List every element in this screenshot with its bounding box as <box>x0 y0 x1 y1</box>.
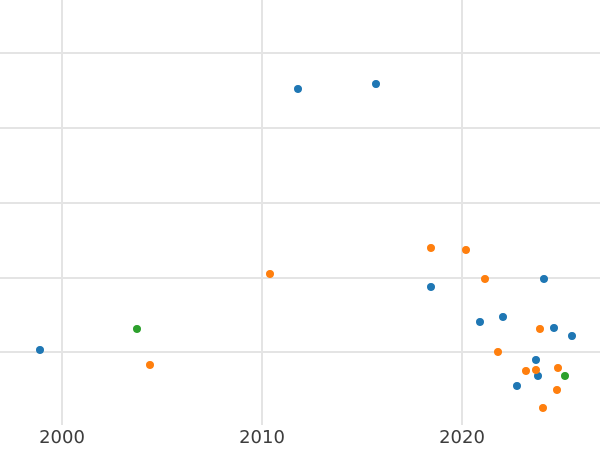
vertical-gridline <box>61 0 63 425</box>
vertical-gridline <box>261 0 263 425</box>
data-point-orange <box>494 348 502 356</box>
data-point-orange <box>462 246 470 254</box>
data-point-blue <box>568 332 576 340</box>
data-point-orange <box>146 361 154 369</box>
data-point-blue <box>550 324 558 332</box>
vertical-gridline <box>461 0 463 425</box>
data-point-blue <box>36 346 44 354</box>
data-point-orange <box>532 366 540 374</box>
data-point-blue <box>372 80 380 88</box>
data-point-blue <box>540 275 548 283</box>
x-tick-label: 2020 <box>439 427 485 448</box>
data-point-orange <box>536 325 544 333</box>
data-point-orange <box>266 270 274 278</box>
horizontal-gridline <box>0 277 600 279</box>
data-point-blue <box>534 372 542 380</box>
horizontal-gridline <box>0 52 600 54</box>
data-point-orange <box>553 386 561 394</box>
data-point-orange <box>539 404 547 412</box>
data-point-orange <box>481 275 489 283</box>
horizontal-gridline <box>0 351 600 353</box>
data-point-blue <box>513 382 521 390</box>
data-point-blue <box>294 85 302 93</box>
data-point-blue <box>427 283 435 291</box>
data-point-blue <box>476 318 484 326</box>
data-point-blue <box>499 313 507 321</box>
data-point-green <box>561 372 569 380</box>
data-point-orange <box>554 364 562 372</box>
horizontal-gridline <box>0 202 600 204</box>
horizontal-gridline <box>0 127 600 129</box>
x-tick-label: 2000 <box>39 427 85 448</box>
data-point-blue <box>532 356 540 364</box>
data-point-orange <box>427 244 435 252</box>
data-point-green <box>133 325 141 333</box>
data-point-orange <box>522 367 530 375</box>
x-tick-label: 2010 <box>239 427 285 448</box>
